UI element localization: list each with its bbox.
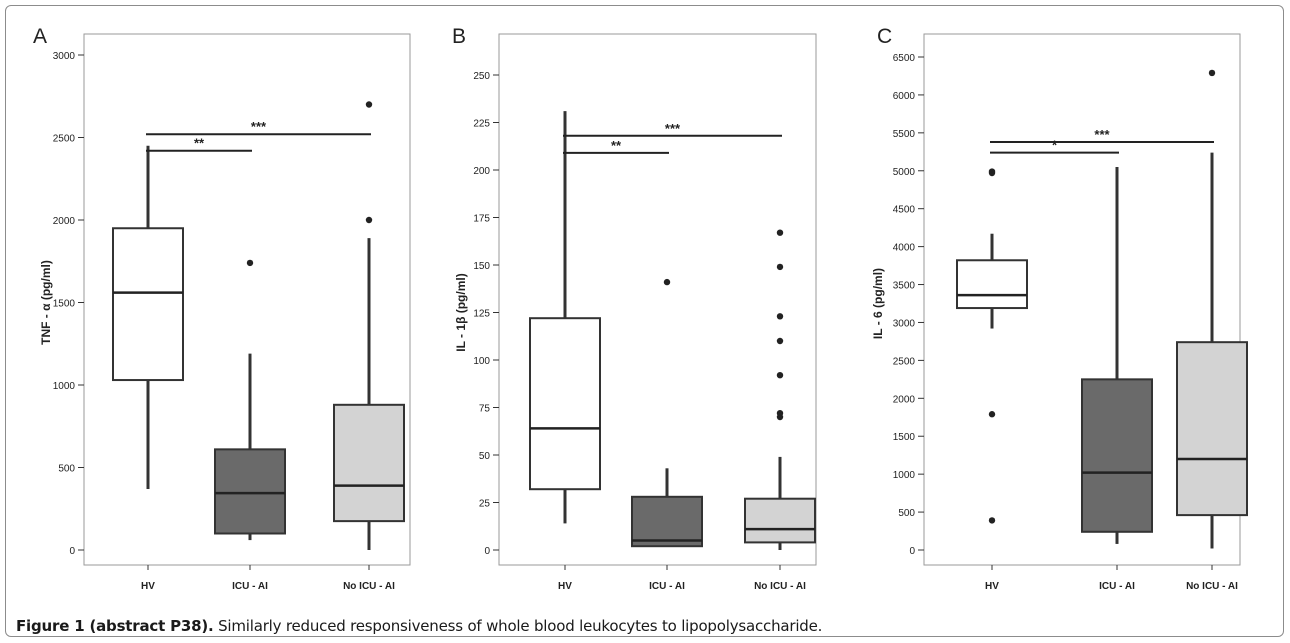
- outlier-point: [776, 337, 784, 345]
- y-tick-label: 4000: [893, 243, 916, 254]
- y-axis-label: IL - 6 (pg/ml): [871, 268, 885, 339]
- x-tick-label: No ICU - AI: [343, 581, 395, 592]
- outlier-point: [988, 411, 996, 418]
- y-tick-label: 6000: [893, 91, 916, 102]
- figure-caption: Figure 1 (abstract P38). Similarly reduc…: [16, 617, 822, 635]
- y-tick-label: 100: [473, 356, 490, 367]
- figure-frame: [5, 5, 1284, 637]
- outlier-point: [988, 517, 996, 524]
- caption-text: Similarly reduced responsiveness of whol…: [213, 617, 823, 635]
- box-no-icu-ai: [1176, 69, 1248, 549]
- significance-label: *: [1052, 138, 1058, 153]
- box-no-icu-ai: [333, 101, 405, 550]
- caption-bold-label: Figure 1 (abstract P38).: [16, 617, 214, 635]
- outlier-point: [663, 278, 671, 286]
- y-tick-label: 4500: [893, 205, 916, 216]
- iqr-box: [1176, 341, 1248, 517]
- panel-label: B: [452, 25, 466, 48]
- y-tick-label: 1500: [893, 432, 916, 443]
- outlier-point: [776, 313, 784, 320]
- plot-area-border: [83, 33, 411, 566]
- y-tick-label: 25: [479, 499, 491, 510]
- y-tick-label: 3500: [893, 281, 916, 292]
- y-axis-label: TNF - α (pg/ml): [39, 260, 53, 345]
- x-tick-label: HV: [141, 581, 155, 592]
- y-tick-label: 0: [484, 546, 490, 557]
- x-tick-label: ICU - AI: [1099, 581, 1135, 592]
- x-tick-label: No ICU - AI: [1186, 581, 1238, 592]
- outlier-point: [776, 410, 784, 417]
- y-axis-label: IL - 1β (pg/ml): [454, 273, 468, 351]
- significance-label: ***: [251, 119, 267, 134]
- y-tick-label: 225: [473, 119, 490, 130]
- y-tick-label: 3000: [53, 51, 76, 62]
- y-tick-label: 125: [473, 309, 490, 320]
- iqr-box: [1081, 378, 1153, 533]
- plot-area-border: [498, 33, 817, 566]
- y-tick-label: 0: [69, 546, 75, 557]
- y-tick-label: 5500: [893, 129, 916, 140]
- significance-label: ***: [1094, 127, 1110, 142]
- iqr-box: [529, 317, 601, 491]
- box-hv: [112, 145, 184, 489]
- outlier-point: [988, 168, 996, 175]
- iqr-box: [956, 259, 1028, 310]
- y-tick-label: 0: [909, 546, 915, 557]
- y-tick-label: 5000: [893, 167, 916, 178]
- iqr-box: [333, 403, 405, 523]
- iqr-box: [744, 497, 816, 544]
- panel-label: A: [33, 25, 47, 48]
- box-hv: [956, 168, 1028, 524]
- box-no-icu-ai: [744, 229, 816, 550]
- outlier-point: [776, 372, 784, 379]
- box-hv: [529, 111, 601, 524]
- x-tick-label: No ICU - AI: [754, 581, 806, 592]
- outlier-point: [776, 263, 784, 271]
- box-icu-ai: [214, 259, 286, 541]
- box-icu-ai: [1081, 166, 1153, 544]
- panel-c: C 0 500 1000 1500 2000 2500 3000 3500 4000 4500 500…: [871, 25, 1248, 592]
- outlier-point: [365, 216, 373, 224]
- iqr-box: [112, 227, 184, 382]
- box-icu-ai: [631, 278, 703, 548]
- y-tick-label: 250: [473, 71, 490, 82]
- y-tick-label: 1000: [53, 381, 76, 392]
- y-tick-label: 1500: [53, 299, 76, 310]
- y-tick-label: 2000: [53, 216, 76, 227]
- y-tick-label: 6500: [893, 53, 916, 64]
- y-tick-label: 175: [473, 214, 490, 225]
- significance-label: **: [194, 136, 205, 151]
- y-tick-label: 3000: [893, 318, 916, 329]
- y-tick-label: 2500: [53, 134, 76, 145]
- y-tick-label: 1000: [893, 470, 916, 481]
- outlier-point: [776, 229, 784, 236]
- panel-a: A 0 500 1000 1500 2000 2500 3000 TNF - α (pg/ml)…: [33, 25, 411, 592]
- x-tick-label: HV: [985, 581, 999, 592]
- panel-b: B 0 25 50 75 100 125 150 175 200 225 250 IL - 1β (pg…: [452, 25, 817, 592]
- y-tick-label: 2000: [893, 394, 916, 405]
- panel-label: C: [877, 25, 892, 48]
- y-tick-label: 50: [479, 451, 491, 462]
- plot-area-border: [923, 33, 1241, 566]
- iqr-box: [214, 448, 286, 535]
- outlier-point: [365, 101, 373, 108]
- y-tick-label: 2500: [893, 356, 916, 367]
- x-tick-label: HV: [558, 581, 572, 592]
- y-tick-label: 75: [479, 404, 491, 415]
- outlier-point: [1208, 69, 1216, 77]
- y-tick-label: 150: [473, 261, 490, 272]
- outlier-point: [246, 259, 254, 267]
- y-tick-label: 200: [473, 166, 490, 177]
- significance-label: **: [611, 138, 622, 153]
- significance-label: ***: [665, 121, 681, 136]
- iqr-box: [631, 495, 703, 548]
- y-tick-label: 500: [58, 464, 75, 475]
- y-tick-label: 500: [898, 508, 915, 519]
- x-tick-label: ICU - AI: [649, 581, 685, 592]
- x-tick-label: ICU - AI: [232, 581, 268, 592]
